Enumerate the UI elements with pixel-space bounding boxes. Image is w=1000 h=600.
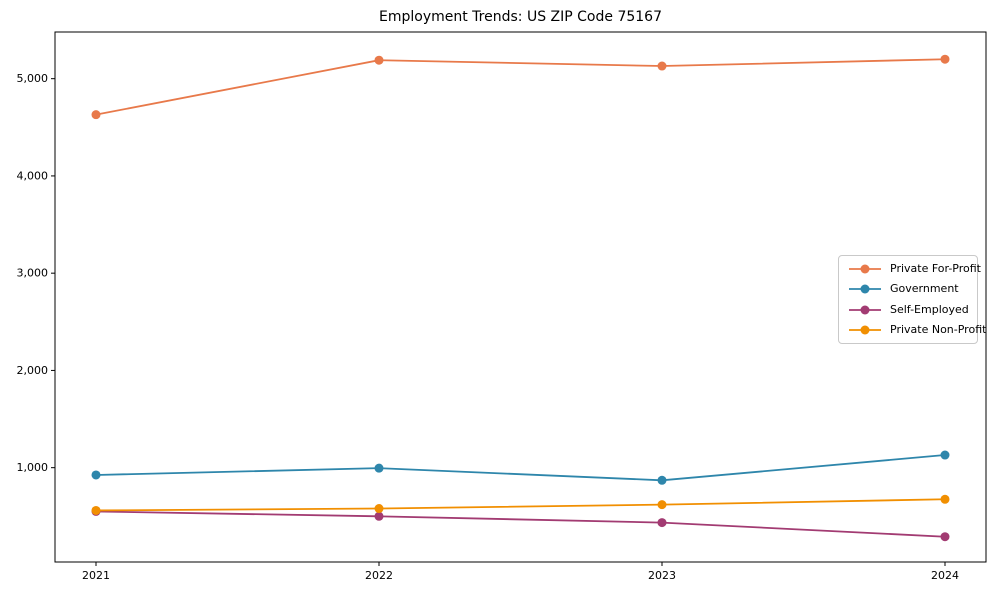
legend-dot-icon — [860, 305, 870, 315]
chart-title: Employment Trends: US ZIP Code 75167 — [379, 9, 662, 25]
series-point-private-for-profit — [657, 61, 667, 71]
legend-item-government: Government — [848, 283, 968, 295]
series-point-private-non-profit — [657, 500, 667, 510]
y-tick-label: 2,000 — [17, 364, 49, 377]
y-tick-label: 3,000 — [17, 267, 49, 280]
x-tick-label: 2024 — [931, 569, 959, 582]
legend-marker-private-for-profit — [849, 264, 881, 274]
series-point-self-employed — [940, 532, 950, 542]
x-tick-label: 2022 — [365, 569, 393, 582]
legend-label-private-for-profit: Private For-Profit — [890, 262, 981, 275]
legend-item-private-non-profit: Private Non-Profit — [848, 323, 986, 336]
legend: Private For-Profit Government Self-Employe… — [838, 255, 986, 344]
y-tick-label: 1,000 — [17, 461, 49, 474]
legend-marker-self-employed — [849, 305, 881, 315]
series-point-private-for-profit — [374, 55, 384, 65]
series-point-government — [940, 450, 950, 460]
series-point-self-employed — [374, 511, 384, 521]
series-line-government — [95, 454, 946, 482]
series-point-government — [657, 475, 667, 485]
series-line-self-employed — [95, 510, 946, 538]
series-point-self-employed — [657, 518, 667, 528]
y-tick-label: 5,000 — [17, 72, 49, 85]
series-point-government — [374, 463, 384, 473]
series-point-private-non-profit — [374, 504, 384, 514]
legend-label-private-non-profit: Private Non-Profit — [890, 322, 987, 336]
x-tick-label: 2023 — [648, 569, 676, 582]
series-line-private-for-profit — [95, 58, 946, 116]
series-point-private-for-profit — [91, 110, 101, 120]
legend-dot-icon — [860, 264, 870, 274]
legend-dot-icon — [860, 284, 870, 294]
series-point-private-for-profit — [940, 54, 950, 64]
plot-frame — [54, 31, 987, 563]
y-tick-label: 4,000 — [17, 169, 49, 182]
series-point-private-non-profit — [91, 505, 101, 515]
legend-label-government: Government — [890, 282, 959, 296]
legend-item-private-for-profit: Private For-Profit — [848, 263, 981, 275]
legend-marker-government — [849, 284, 881, 294]
series-point-government — [91, 470, 101, 480]
legend-label-self-employed: Self-Employed — [890, 302, 969, 316]
legend-dot-icon — [860, 325, 870, 335]
legend-marker-private-non-profit — [849, 325, 881, 335]
legend-item-self-employed: Self-Employed — [848, 302, 969, 316]
series-point-private-non-profit — [940, 494, 950, 504]
series-line-private-non-profit — [95, 498, 946, 512]
x-tick-label: 2021 — [82, 569, 110, 582]
